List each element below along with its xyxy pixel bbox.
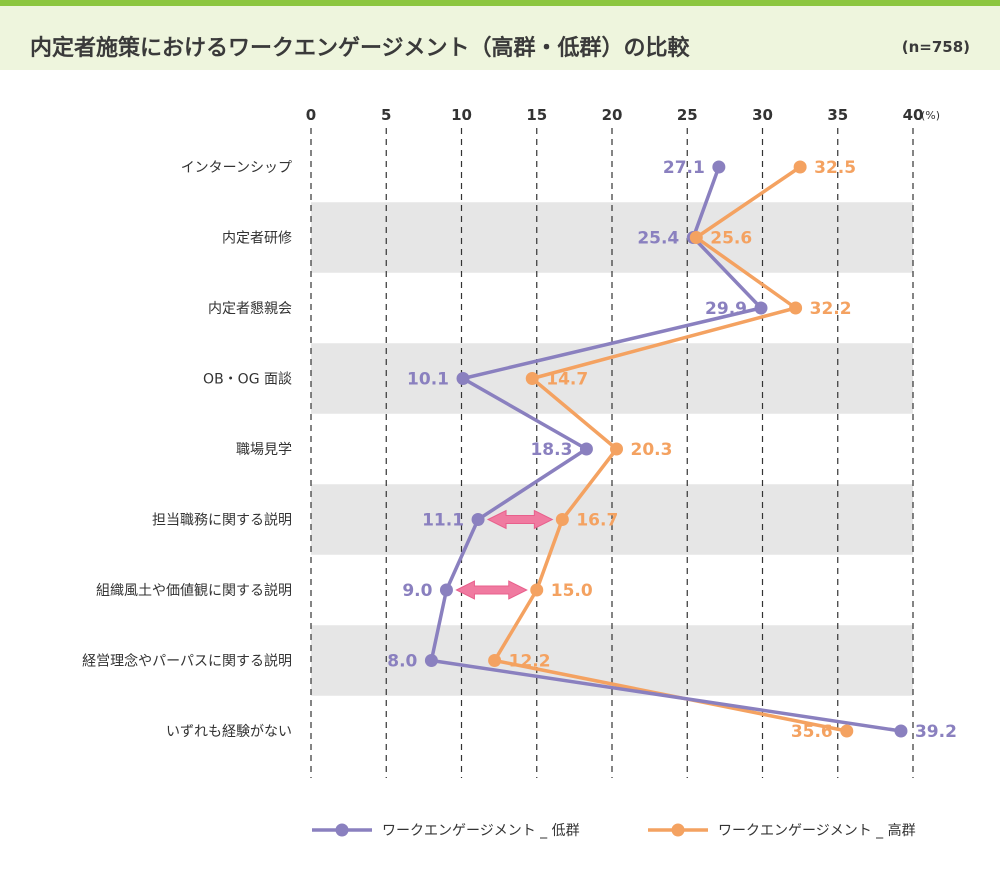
- data-label-low: 9.0: [402, 581, 432, 601]
- x-tick-label: 15: [526, 106, 547, 124]
- data-label-high: 16.7: [576, 511, 618, 531]
- header-bar: 内定者施策におけるワークエンゲージメント（高群・低群）の比較 (n=758): [0, 6, 1000, 70]
- data-point-low: [456, 372, 470, 385]
- data-label-high: 15.0: [551, 581, 593, 601]
- data-label-high: 35.6: [791, 722, 833, 742]
- page-title: 内定者施策におけるワークエンゲージメント（高群・低群）の比較: [30, 36, 690, 61]
- data-label-high: 25.6: [710, 229, 752, 249]
- data-label-high: 14.7: [546, 370, 588, 390]
- category-label: 担当職務に関する説明: [152, 513, 292, 529]
- data-point-high: [488, 654, 502, 667]
- category-label: 経営理念やパーパスに関する説明: [82, 653, 292, 670]
- x-tick-label: 25: [677, 106, 698, 124]
- legend-marker-high: [671, 823, 685, 837]
- data-point-low: [424, 654, 438, 667]
- x-unit-label: (%): [921, 109, 940, 122]
- data-label-high: 20.3: [631, 440, 673, 460]
- row-band: [311, 343, 913, 414]
- x-tick-label: 40: [903, 106, 924, 124]
- data-point-high: [555, 513, 569, 526]
- data-point-low: [894, 724, 908, 738]
- data-point-high: [689, 231, 703, 244]
- x-tick-label: 30: [752, 106, 773, 124]
- data-point-high: [793, 160, 807, 174]
- sample-size: (n=758): [901, 38, 970, 56]
- data-label-low: 8.0: [387, 652, 417, 672]
- x-tick-label: 20: [602, 106, 623, 124]
- x-tick-label: 35: [827, 106, 848, 124]
- legend-label-low: ワークエンゲージメント _ 低群: [382, 823, 580, 839]
- data-point-high: [530, 583, 544, 597]
- data-point-high: [840, 724, 854, 738]
- data-label-low: 29.9: [705, 299, 747, 319]
- data-label-low: 10.1: [407, 370, 449, 390]
- x-tick-label: 5: [381, 106, 391, 124]
- data-label-low: 25.4: [637, 229, 679, 249]
- category-label: OB・OG 面談: [203, 372, 292, 388]
- x-tick-label: 0: [306, 106, 316, 124]
- data-point-low: [712, 160, 726, 174]
- data-label-low: 11.1: [422, 511, 464, 531]
- data-label-high: 12.2: [509, 652, 551, 672]
- data-label-low: 27.1: [663, 158, 705, 178]
- category-label: 職場見学: [236, 442, 292, 458]
- category-label: 内定者研修: [222, 231, 292, 247]
- data-label-low: 18.3: [530, 440, 572, 460]
- category-label: 組織風土や価値観に関する説明: [96, 582, 292, 599]
- data-point-low: [754, 301, 768, 315]
- data-point-high: [525, 372, 539, 385]
- category-label: インターンシップ: [181, 160, 292, 176]
- data-point-low: [439, 583, 453, 597]
- category-label: 内定者懇親会: [208, 300, 292, 317]
- legend-label-high: ワークエンゲージメント _ 高群: [718, 822, 916, 839]
- data-label-high: 32.5: [814, 158, 856, 178]
- x-tick-label: 10: [451, 106, 472, 124]
- difference-arrow: [486, 509, 554, 530]
- category-label: いずれも経験がない: [166, 724, 292, 740]
- top-accent-bar: [0, 0, 1000, 6]
- data-label-high: 32.2: [810, 299, 852, 319]
- data-point-low: [471, 513, 485, 526]
- difference-arrow: [455, 580, 528, 600]
- data-point-high: [789, 301, 803, 315]
- data-point-low: [579, 442, 593, 456]
- data-label-low: 39.2: [915, 722, 957, 742]
- legend-marker-low: [335, 823, 349, 837]
- data-point-high: [610, 442, 624, 456]
